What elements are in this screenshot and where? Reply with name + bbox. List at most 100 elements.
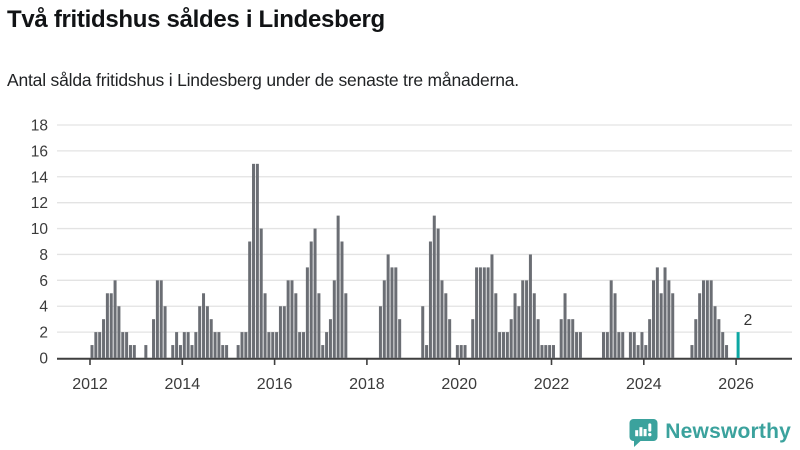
bar [448, 319, 452, 358]
bar [132, 345, 136, 358]
y-axis-label: 18 [31, 118, 48, 135]
bar [344, 293, 348, 358]
bar [286, 280, 290, 358]
bar [225, 345, 229, 358]
bar [309, 241, 313, 358]
bar [609, 280, 613, 358]
bar [236, 345, 240, 358]
latest-value-label: 2 [744, 312, 753, 329]
bar [175, 332, 179, 358]
page-title: Två fritidshus såldes i Lindesberg [7, 6, 385, 33]
bar [540, 345, 544, 358]
bar [278, 306, 282, 358]
bar [667, 280, 671, 358]
bar [621, 332, 625, 358]
y-axis-label: 12 [31, 195, 48, 212]
y-axis-label: 16 [31, 143, 48, 160]
bar [544, 345, 548, 358]
bar [90, 345, 94, 358]
chart-subtitle: Antal sålda fritidshus i Lindesberg unde… [7, 70, 519, 90]
bar [567, 319, 571, 358]
bar [394, 267, 398, 358]
x-axis-label: 2022 [534, 376, 570, 393]
brand-footer: Newsworthy [629, 417, 791, 447]
y-axis-label: 8 [39, 247, 48, 264]
bar [271, 332, 275, 358]
bar [321, 345, 325, 358]
bar [328, 319, 332, 358]
bar [221, 345, 225, 358]
bar [563, 293, 567, 358]
bar [644, 345, 648, 358]
bar [517, 306, 521, 358]
bar [548, 345, 552, 358]
bar [717, 319, 721, 358]
bar [275, 332, 279, 358]
bar [202, 293, 206, 358]
bar [190, 345, 194, 358]
chart-header: Två fritidshus såldes i Lindesberg Antal… [7, 0, 792, 91]
bar [525, 280, 529, 358]
bar [386, 254, 390, 358]
bar [601, 332, 605, 358]
bar [632, 332, 636, 358]
bar [102, 319, 106, 358]
bar [471, 319, 475, 358]
bar [636, 345, 640, 358]
bar [648, 319, 652, 358]
bar [698, 293, 702, 358]
bar [628, 332, 632, 358]
x-axis-label: 2020 [441, 376, 477, 393]
bar [332, 280, 336, 358]
bar [475, 267, 479, 358]
bar [325, 332, 329, 358]
logo-bar-3 [643, 429, 647, 437]
bar [444, 293, 448, 358]
bar [459, 345, 463, 358]
bar [217, 332, 221, 358]
bar [513, 293, 517, 358]
bar [694, 319, 698, 358]
bar [536, 319, 540, 358]
bar [521, 280, 525, 358]
bar [705, 280, 709, 358]
bar [659, 293, 663, 358]
y-axis-label: 14 [31, 169, 49, 186]
bar [378, 306, 382, 358]
bar [552, 345, 555, 358]
bar [340, 241, 344, 358]
bar [428, 241, 432, 358]
bar [267, 332, 271, 358]
bar [144, 345, 148, 358]
bar [651, 280, 655, 358]
x-axis-label: 2012 [72, 376, 108, 393]
bar [290, 280, 294, 358]
bar [486, 267, 490, 358]
x-axis-label: 2018 [349, 376, 385, 393]
bar [155, 280, 159, 358]
bar [605, 332, 609, 358]
y-axis-label: 4 [39, 299, 48, 316]
bar [559, 319, 563, 358]
bar [98, 332, 102, 358]
logo-exclamation-dot [648, 432, 652, 437]
bar [690, 345, 694, 358]
logo-bubble-shape [629, 419, 658, 447]
bar [509, 319, 513, 358]
bar [125, 332, 129, 358]
bar [436, 228, 440, 358]
bar [109, 293, 113, 358]
bar [244, 332, 248, 358]
bar [425, 345, 429, 358]
bar [198, 306, 202, 358]
bar [502, 332, 506, 358]
bar [655, 267, 659, 358]
bar [505, 332, 509, 358]
bar [498, 332, 502, 358]
bar [178, 345, 182, 358]
bar [317, 293, 321, 358]
bar [490, 254, 494, 358]
bar [305, 267, 309, 358]
